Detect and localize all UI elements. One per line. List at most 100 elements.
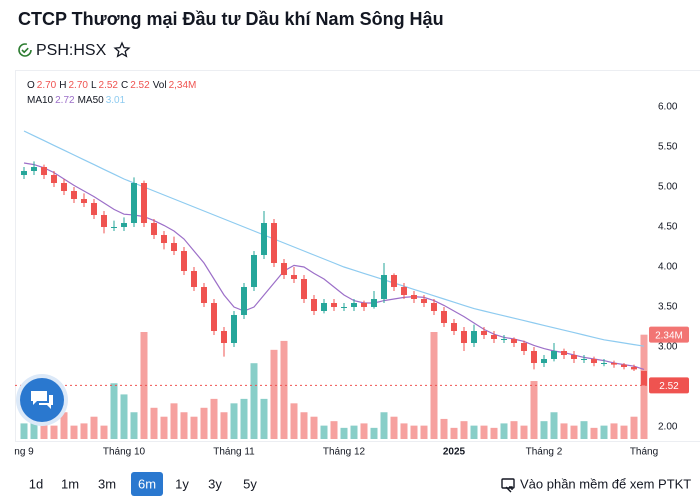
volume-bar xyxy=(230,403,238,439)
volume-bar xyxy=(360,423,368,439)
range-button[interactable]: 3y xyxy=(208,476,222,491)
x-tick-label: Tháng xyxy=(630,447,658,458)
legend-value: 2.52 xyxy=(98,80,118,91)
ma-line xyxy=(23,130,645,347)
watchlist-star[interactable] xyxy=(113,41,131,58)
chart-frame xyxy=(15,70,700,442)
volume-bar xyxy=(170,403,178,439)
range-button[interactable]: 5y xyxy=(243,476,257,491)
range-button-active[interactable] xyxy=(131,472,163,496)
volume-bar xyxy=(140,332,148,439)
candle-body xyxy=(291,275,297,279)
range-button[interactable]: 6m xyxy=(138,476,156,491)
candle-body xyxy=(441,311,447,323)
candle-body xyxy=(241,287,247,315)
software-link[interactable]: Vào phần mềm để xem PTKT xyxy=(520,476,691,491)
y-tick-label: 5.00 xyxy=(658,182,678,193)
volume-bar xyxy=(210,398,218,439)
candle-body xyxy=(151,223,157,235)
candle-body xyxy=(481,331,487,335)
ohlc-legend: O 2.70 H 2.70 L 2.52 C 2.52 Vol 2,34M xyxy=(27,80,199,91)
range-button[interactable]: 1y xyxy=(175,476,189,491)
volume-bar xyxy=(440,418,448,439)
candle-body xyxy=(581,359,587,360)
volume-bar xyxy=(310,416,318,439)
chat-button[interactable] xyxy=(16,374,68,426)
y-tick-label: 4.50 xyxy=(658,222,678,233)
candle-body xyxy=(491,335,497,339)
volume-bar xyxy=(20,423,28,439)
candle-body xyxy=(181,251,187,271)
candle-body xyxy=(201,287,207,303)
candle-body xyxy=(301,279,307,299)
legend-key: Vol xyxy=(152,80,167,91)
y-tick-label: 5.50 xyxy=(658,142,678,153)
volume-bar xyxy=(290,403,298,439)
candle-body xyxy=(531,351,537,363)
legend-key: MA10 xyxy=(27,95,54,106)
candle-body xyxy=(411,295,417,299)
volume-bar xyxy=(340,427,348,439)
candle-body xyxy=(161,235,167,243)
y-tick-label: 4.00 xyxy=(658,262,678,273)
x-tick-label: Tháng 10 xyxy=(103,447,146,458)
candle-body xyxy=(401,287,407,295)
y-tick-label: 6.00 xyxy=(658,102,678,113)
volume-bar xyxy=(410,425,418,439)
volume-bar xyxy=(130,412,138,439)
range-button[interactable]: 1m xyxy=(61,476,79,491)
x-tick-label: Tháng 11 xyxy=(213,447,255,458)
candle-body xyxy=(41,167,47,175)
candle-body xyxy=(261,223,267,255)
candle-body xyxy=(141,183,147,223)
legend-key: C xyxy=(120,80,129,91)
volume-bar xyxy=(300,412,308,439)
volume-bar xyxy=(520,425,528,439)
legend-key: H xyxy=(59,80,67,91)
volume-bar xyxy=(570,425,578,439)
volume-bar xyxy=(40,416,48,439)
candle-body xyxy=(91,203,97,215)
candle-body xyxy=(451,323,457,331)
volume-bar xyxy=(280,340,288,439)
volume-bar xyxy=(510,421,518,439)
candle-body xyxy=(361,303,367,307)
volume-bar xyxy=(190,416,198,439)
range-button[interactable]: 1d xyxy=(29,476,43,491)
candle-body xyxy=(171,243,177,251)
volume-bar xyxy=(150,407,158,439)
legend-value: 2.70 xyxy=(68,80,88,91)
x-tick-label: ng 9 xyxy=(14,447,34,458)
volume-bar xyxy=(610,423,618,439)
candle-body xyxy=(351,303,357,307)
candle-body xyxy=(331,303,337,307)
candle-body xyxy=(561,351,567,355)
candle-body xyxy=(281,263,287,275)
volume-bar xyxy=(220,412,228,439)
candle-body xyxy=(21,171,27,175)
range-button[interactable]: 3m xyxy=(98,476,116,491)
candle-body xyxy=(271,223,277,263)
volume-bar xyxy=(560,423,568,439)
volume-bar xyxy=(550,412,558,439)
last-price-label: 2.52 xyxy=(659,381,679,392)
volume-bar xyxy=(350,425,358,439)
legend-value: 2,34M xyxy=(168,80,197,91)
volume-bar xyxy=(60,412,68,439)
volume-bar xyxy=(80,423,88,439)
page-title: CTCP Thương mại Đầu tư Dầu khí Nam Sông … xyxy=(18,9,444,29)
volume-bar xyxy=(380,412,388,439)
volume-bar xyxy=(160,416,168,439)
candle-body xyxy=(221,331,227,343)
candle-body xyxy=(71,191,77,199)
candle-body xyxy=(521,343,527,351)
x-tick-label: Tháng 12 xyxy=(323,447,366,458)
volume-bar xyxy=(590,427,598,439)
volume-bar xyxy=(450,427,458,439)
candle-body xyxy=(321,303,327,311)
volume-bar xyxy=(50,425,58,439)
volume-bar xyxy=(600,425,608,439)
candle-body xyxy=(541,359,547,363)
candle-body xyxy=(501,339,507,340)
